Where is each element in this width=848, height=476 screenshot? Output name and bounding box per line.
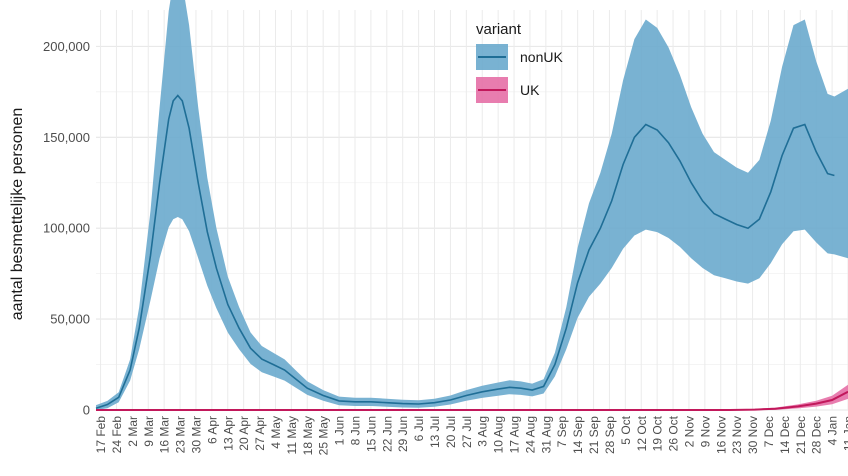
x-tick-labels: 17 Feb 24 Feb 2 Mar 9 Mar 16 Mar 23 Mar 30 Mar… xyxy=(94,415,848,455)
x-tick-label: 14 Dec xyxy=(778,416,792,454)
x-tick-label: 16 Mar xyxy=(158,416,172,453)
x-tick-label: 15 Jun xyxy=(364,416,378,452)
x-tick-label: 13 Jul xyxy=(428,416,442,448)
y-tick-label: 0 xyxy=(83,403,90,418)
x-tick-label: 28 Dec xyxy=(810,416,824,454)
legend-key-nonuk xyxy=(476,44,508,70)
x-tick-label: 7 Sep xyxy=(555,416,569,448)
x-tick-label: 21 Sep xyxy=(587,416,601,454)
x-tick-label: 2 Mar xyxy=(126,416,140,447)
band-nonuk xyxy=(96,0,848,410)
x-tick-label: 14 Sep xyxy=(571,416,585,454)
x-tick-label: 9 Nov xyxy=(698,416,712,447)
x-tick-label: 27 Apr xyxy=(253,416,267,451)
x-tick-label: 24 Aug xyxy=(523,416,537,453)
x-tick-label: 6 Apr xyxy=(205,416,219,444)
x-tick-label: 20 Jul xyxy=(444,416,458,448)
x-tick-label: 25 May xyxy=(317,416,331,455)
x-tick-label: 30 Mar xyxy=(189,416,203,453)
y-tick-label: 150,000 xyxy=(43,130,90,145)
x-tick-label: 19 Oct xyxy=(651,415,665,451)
x-tick-label: 3 Aug xyxy=(476,416,490,447)
x-tick-label: 17 Aug xyxy=(508,416,522,453)
x-tick-label: 21 Dec xyxy=(794,416,808,454)
x-tick-label: 28 Sep xyxy=(603,416,617,454)
x-tick-label: 30 Nov xyxy=(746,416,760,454)
x-tick-label: 4 May xyxy=(269,416,283,449)
legend: variant nonUK UK xyxy=(476,21,563,103)
x-tick-label: 20 Apr xyxy=(237,416,251,451)
series-bands xyxy=(96,0,848,410)
legend-label-uk: UK xyxy=(520,82,540,98)
x-tick-label: 4 Jan xyxy=(826,416,840,445)
legend-title: variant xyxy=(476,21,522,38)
x-tick-label: 1 Jun xyxy=(333,416,347,445)
line-nonuk xyxy=(95,94,835,409)
y-tick-label: 200,000 xyxy=(43,39,90,54)
x-tick-label: 18 May xyxy=(301,416,315,455)
x-tick-label: 26 Oct xyxy=(667,415,681,451)
legend-label-nonuk: nonUK xyxy=(520,49,563,65)
x-tick-label: 6 Jul xyxy=(412,416,426,441)
legend-key-uk xyxy=(476,77,508,103)
x-tick-label: 27 Jul xyxy=(460,416,474,448)
x-tick-label: 12 Oct xyxy=(635,415,649,451)
x-tick-label: 23 Mar xyxy=(174,416,188,453)
y-tick-label: 50,000 xyxy=(50,312,90,327)
x-tick-label: 7 Dec xyxy=(762,416,776,447)
x-tick-label: 2 Nov xyxy=(682,416,696,447)
x-tick-label: 11 Jan xyxy=(842,416,848,451)
x-tick-label: 24 Feb xyxy=(110,416,124,454)
x-tick-label: 11 May xyxy=(285,416,299,454)
x-tick-label: 17 Feb xyxy=(94,416,108,454)
x-tick-label: 29 Jun xyxy=(396,416,410,452)
x-tick-label: 9 Mar xyxy=(142,416,156,447)
x-tick-label: 22 Jun xyxy=(380,416,394,452)
x-tick-label: 10 Aug xyxy=(492,416,506,453)
series-lines xyxy=(95,94,848,411)
x-tick-label: 31 Aug xyxy=(539,416,553,453)
x-tick-label: 8 Jun xyxy=(348,416,362,445)
y-tick-label: 100,000 xyxy=(43,221,90,236)
line-uk xyxy=(96,390,848,411)
x-tick-label: 5 Oct xyxy=(619,415,633,444)
x-tick-label: 23 Nov xyxy=(730,416,744,454)
x-tick-label: 13 Apr xyxy=(221,416,235,451)
y-tick-labels: 0 50,000 100,000 150,000 200,000 xyxy=(43,39,90,418)
y-axis-title: aantal besmettelijke personen xyxy=(9,108,26,321)
x-tick-label: 16 Nov xyxy=(714,416,728,454)
